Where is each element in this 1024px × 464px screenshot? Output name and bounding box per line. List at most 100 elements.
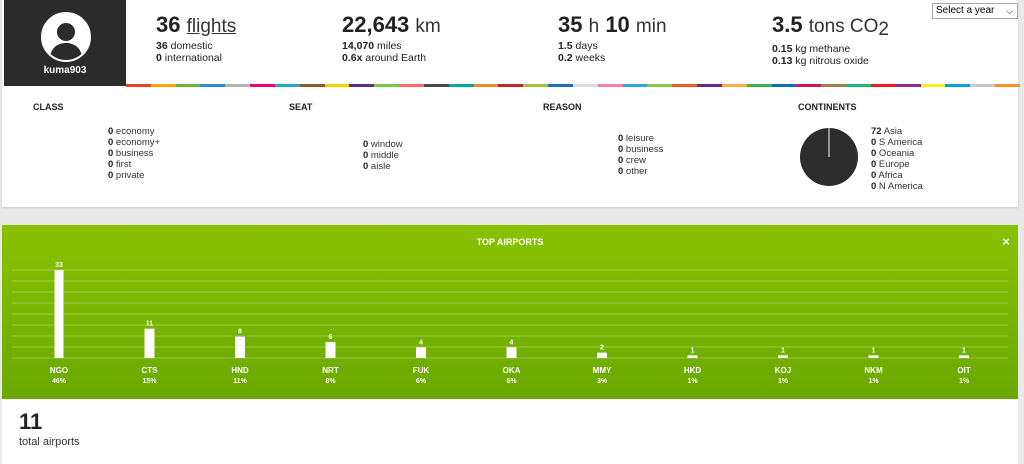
- continents-heading: CONTINENTS: [798, 102, 857, 112]
- username: kuma903: [43, 65, 87, 76]
- flights-stat: 36 flights 36 domestic 0 international: [156, 12, 236, 64]
- avatar[interactable]: [41, 12, 91, 62]
- color-strip-segment: [274, 84, 300, 87]
- category-label: NRT: [322, 366, 339, 375]
- continents-item-label: S America: [876, 137, 923, 148]
- class-item-value: 0: [108, 159, 114, 170]
- total-airports-count: 11: [19, 409, 43, 434]
- class-item-value: 0: [108, 126, 114, 137]
- color-strip-segment: [697, 84, 722, 87]
- bar-value-label: 2: [600, 345, 604, 352]
- continents-item-value: 0: [871, 137, 877, 148]
- chart-title: TOP AIRPORTS: [476, 237, 544, 247]
- domestic-label: domestic: [170, 40, 213, 52]
- color-strip-segment: [126, 84, 151, 87]
- class-item: 0 economy+: [108, 137, 160, 148]
- bar-ngo[interactable]: [54, 270, 64, 358]
- color-strip-segment: [994, 84, 1020, 87]
- miles-label: miles: [377, 40, 402, 52]
- bar-hnd[interactable]: [235, 336, 245, 358]
- continents-item: 72 Asia: [871, 126, 923, 137]
- seat-item-label: aisle: [368, 161, 391, 172]
- seat-item: 0 window: [363, 139, 403, 150]
- reason-item-value: 0: [618, 155, 624, 166]
- category-label: KOJ: [775, 366, 791, 375]
- duration-stat: 35 h 10 min 1.5 days 0.2 weeks: [558, 12, 667, 64]
- category-label: HKD: [684, 366, 702, 375]
- class-list: 0 economy 0 economy+ 0 business 0 first 0 pr…: [108, 126, 160, 181]
- continents-item-value: 72: [871, 126, 882, 137]
- weeks-label: weeks: [575, 52, 606, 64]
- seat-item-value: 0: [363, 161, 369, 172]
- continents-pie-chart: [800, 128, 858, 186]
- color-strip-segment: [423, 84, 449, 87]
- reason-item-value: 0: [618, 133, 624, 144]
- earth-multiple: 0.6x: [342, 52, 363, 64]
- bar-fuk[interactable]: [416, 347, 426, 358]
- bar-oka[interactable]: [506, 347, 517, 358]
- user-silhouette-icon: [43, 14, 89, 60]
- continents-item-label: Africa: [876, 170, 903, 181]
- color-strip-segment: [498, 84, 524, 87]
- reason-item-value: 0: [618, 166, 624, 177]
- bar-hkd[interactable]: [687, 355, 698, 358]
- category-label: OIT: [957, 366, 970, 375]
- continents-item: 0 Africa: [871, 170, 923, 181]
- class-item: 0 business: [108, 148, 160, 159]
- class-item: 0 private: [108, 170, 160, 181]
- close-icon[interactable]: ×: [1002, 234, 1010, 249]
- co2-value: 3.5: [772, 12, 803, 37]
- color-strip-segment: [622, 84, 648, 87]
- class-item: 0 economy: [108, 126, 160, 137]
- flights-link[interactable]: flights: [186, 16, 237, 37]
- color-strip-segment: [324, 84, 350, 87]
- bar-value-label: 6: [329, 334, 333, 341]
- percent-label: 1%: [868, 378, 879, 385]
- bar-cts[interactable]: [144, 328, 155, 358]
- year-select[interactable]: Select a year ⌵: [932, 3, 1018, 19]
- class-item-label: economy: [113, 126, 155, 137]
- bar-value-label: 8: [238, 329, 242, 336]
- bar-oit[interactable]: [959, 355, 969, 358]
- bar-nkm[interactable]: [868, 355, 879, 358]
- hours-unit: h: [588, 16, 600, 37]
- methane-value: 0.15: [772, 43, 793, 55]
- percent-label: 6%: [416, 378, 427, 385]
- category-label: HND: [231, 366, 249, 375]
- seat-item-label: window: [368, 139, 403, 150]
- duration-minutes: 10: [605, 12, 630, 37]
- continents-item: 0 N America: [871, 181, 923, 192]
- distance-stat: 22,643 km 14,070 miles 0.6x around Earth: [342, 12, 441, 64]
- color-strip-segment: [548, 84, 573, 87]
- bar-mmy[interactable]: [597, 352, 607, 358]
- profile-panel[interactable]: kuma903: [4, 0, 126, 86]
- class-item: 0 first: [108, 159, 160, 170]
- bar-value-label: 1: [962, 347, 966, 354]
- color-strip-segment: [250, 84, 275, 87]
- days-label: days: [575, 40, 598, 52]
- color-strip-segment: [771, 84, 797, 87]
- class-item-label: economy+: [113, 137, 161, 148]
- seat-list: 0 window 0 middle 0 aisle: [363, 139, 403, 172]
- methane-label: kg methane: [795, 43, 851, 55]
- bar-koj[interactable]: [778, 355, 788, 358]
- bar-value-label: 33: [55, 262, 63, 269]
- category-label: OKA: [503, 366, 521, 375]
- top-airports-chart: 33NGO46%11CTS15%8HND11%6NRT8%4FUK6%4OKA6…: [12, 262, 1008, 385]
- bar-value-label: 11: [146, 321, 154, 328]
- distance-miles: 14,070: [342, 40, 375, 52]
- continents-item-value: 0: [871, 148, 877, 159]
- color-strip-segment: [175, 84, 201, 87]
- color-strip-segment: [672, 84, 698, 87]
- color-strip-segment: [647, 84, 673, 87]
- reason-list: 0 leisure 0 business 0 crew 0 other: [618, 133, 663, 177]
- bar-nrt[interactable]: [325, 342, 336, 358]
- seat-item-value: 0: [363, 139, 369, 150]
- continents-item-label: Asia: [881, 126, 903, 137]
- stats-card: kuma903 36 flights 36 domestic 0 interna…: [2, 0, 1020, 207]
- color-strip-segment: [399, 84, 424, 87]
- distance-unit: km: [415, 16, 441, 37]
- class-item-value: 0: [108, 137, 114, 148]
- flights-count: 36: [156, 12, 181, 37]
